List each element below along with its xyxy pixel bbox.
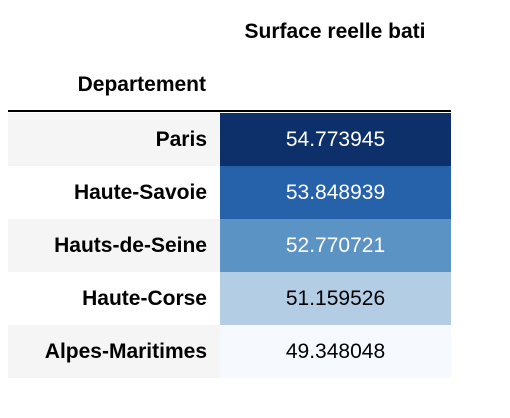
value-cell: 51.159526 [220,272,451,325]
index-name-departement: Departement [77,73,206,96]
value-cell: 54.773945 [220,113,451,166]
table-row: Hauts-de-Seine 52.770721 [8,219,451,272]
value-cell: 52.770721 [220,219,451,272]
table-row: Alpes-Maritimes 49.348048 [8,325,451,378]
row-label: Hauts-de-Seine [8,219,220,272]
table-body: Paris 54.773945 Haute-Savoie 53.848939 H… [8,113,451,378]
row-label: Haute-Corse [82,287,207,310]
row-label: Paris [8,113,220,166]
value-cell: 53.848939 [220,166,451,219]
column-header-surface: Surface reelle bati [244,20,426,43]
table-row: Haute-Corse 51.159526 [8,272,451,325]
header-divider [8,110,451,112]
table-row: Paris 54.773945 [8,113,451,166]
row-label: Alpes-Maritimes [8,325,220,378]
table-row: Haute-Savoie 53.848939 [8,166,451,219]
row-label: Haute-Savoie [73,181,207,204]
value-cell: 49.348048 [220,325,451,378]
